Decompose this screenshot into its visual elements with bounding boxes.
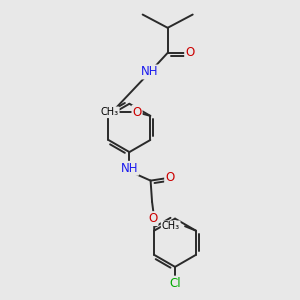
Text: NH: NH <box>121 162 138 175</box>
Text: Cl: Cl <box>169 277 181 290</box>
Text: CH₃: CH₃ <box>162 221 180 231</box>
Text: CH₃: CH₃ <box>101 107 119 117</box>
Text: O: O <box>132 106 142 119</box>
Text: O: O <box>148 212 158 225</box>
Text: O: O <box>185 46 194 59</box>
Text: O: O <box>165 171 174 184</box>
Text: NH: NH <box>141 65 159 79</box>
